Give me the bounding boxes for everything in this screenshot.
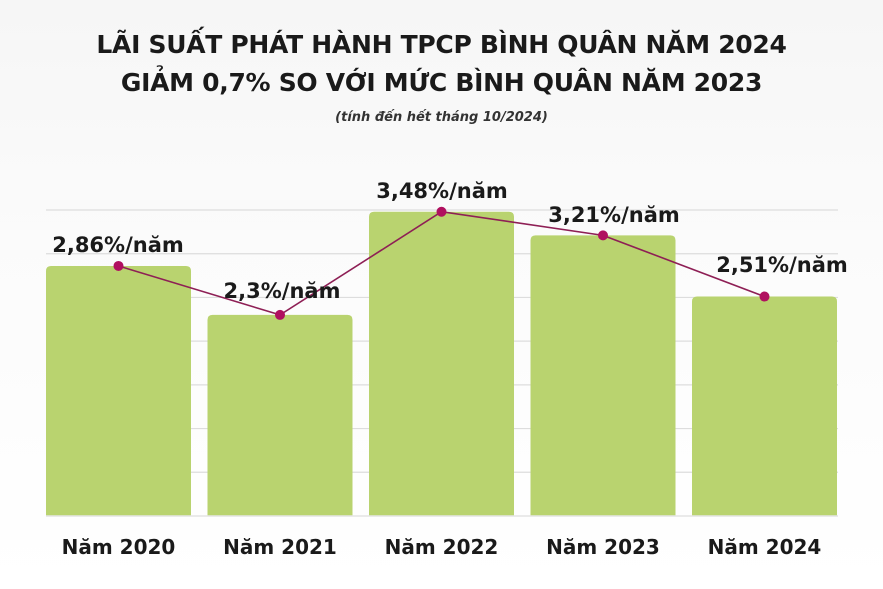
data-label: 3,48%/năm xyxy=(376,179,508,203)
x-tick-label: Năm 2024 xyxy=(708,535,822,559)
data-marker xyxy=(759,291,770,302)
bar xyxy=(207,314,353,516)
x-tick-label: Năm 2021 xyxy=(223,535,337,559)
bar xyxy=(530,235,676,516)
data-label: 3,21%/năm xyxy=(548,203,680,227)
x-tick-label: Năm 2020 xyxy=(62,535,176,559)
data-marker xyxy=(436,206,447,217)
bar xyxy=(46,265,191,516)
chart-title-line-1: LÃI SUẤT PHÁT HÀNH TPCP BÌNH QUÂN NĂM 20… xyxy=(96,30,787,59)
x-tick-label: Năm 2022 xyxy=(385,535,499,559)
chart-subtitle: (tính đến hết tháng 10/2024) xyxy=(335,110,548,125)
data-marker xyxy=(598,230,608,241)
x-tick-label: Năm 2023 xyxy=(546,535,660,559)
data-label: 2,51%/năm xyxy=(716,253,848,277)
data-marker xyxy=(275,309,285,320)
data-marker xyxy=(113,260,124,271)
chart-title-line-2: GIẢM 0,7% SO VỚI MỨC BÌNH QUÂN NĂM 2023 xyxy=(120,68,763,97)
data-label: 2,3%/năm xyxy=(224,279,341,303)
data-label: 2,86%/năm xyxy=(52,233,184,257)
bar xyxy=(369,211,514,516)
bar xyxy=(692,296,837,516)
